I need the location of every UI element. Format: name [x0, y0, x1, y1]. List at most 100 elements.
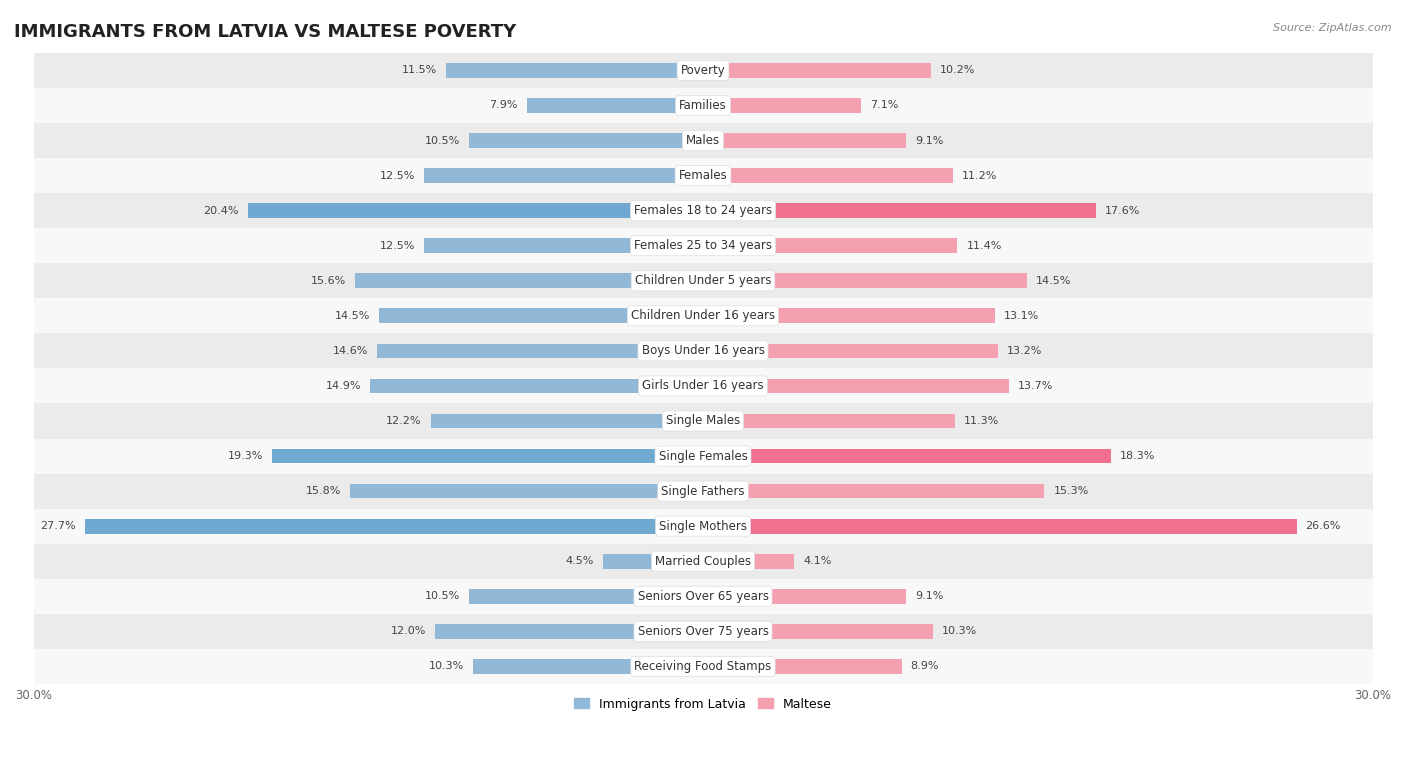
- Bar: [527, 98, 703, 113]
- Bar: [703, 63, 931, 78]
- Text: 15.3%: 15.3%: [1053, 486, 1088, 496]
- Bar: [377, 343, 703, 359]
- Bar: [703, 343, 998, 359]
- Bar: [34, 263, 1372, 299]
- Text: 13.7%: 13.7%: [1018, 381, 1053, 391]
- Text: 7.1%: 7.1%: [870, 101, 898, 111]
- Bar: [703, 449, 1111, 463]
- Bar: [34, 88, 1372, 123]
- Bar: [474, 659, 703, 674]
- Text: Females: Females: [679, 169, 727, 182]
- Text: 11.3%: 11.3%: [965, 416, 1000, 426]
- Text: 14.6%: 14.6%: [333, 346, 368, 356]
- Text: 9.1%: 9.1%: [915, 591, 943, 601]
- Bar: [34, 403, 1372, 439]
- Bar: [34, 614, 1372, 649]
- Text: 11.4%: 11.4%: [966, 241, 1001, 251]
- Bar: [603, 554, 703, 568]
- Bar: [703, 378, 1008, 393]
- Bar: [84, 518, 703, 534]
- Text: Married Couples: Married Couples: [655, 555, 751, 568]
- Text: 20.4%: 20.4%: [204, 205, 239, 216]
- Text: 14.5%: 14.5%: [1035, 276, 1071, 286]
- Text: 10.3%: 10.3%: [942, 626, 977, 636]
- Bar: [436, 624, 703, 639]
- Text: 12.5%: 12.5%: [380, 171, 415, 180]
- Bar: [703, 133, 905, 148]
- Text: 27.7%: 27.7%: [41, 522, 76, 531]
- Bar: [34, 439, 1372, 474]
- Text: Single Males: Single Males: [666, 415, 740, 428]
- Bar: [34, 543, 1372, 579]
- Text: Males: Males: [686, 134, 720, 147]
- Text: 8.9%: 8.9%: [911, 662, 939, 672]
- Bar: [34, 579, 1372, 614]
- Bar: [703, 659, 901, 674]
- Text: Females 18 to 24 years: Females 18 to 24 years: [634, 204, 772, 217]
- Bar: [703, 518, 1296, 534]
- Bar: [350, 484, 703, 499]
- Text: Females 25 to 34 years: Females 25 to 34 years: [634, 240, 772, 252]
- Bar: [273, 449, 703, 463]
- Bar: [34, 299, 1372, 334]
- Text: 10.3%: 10.3%: [429, 662, 464, 672]
- Bar: [425, 168, 703, 183]
- Text: 7.9%: 7.9%: [489, 101, 517, 111]
- Text: 4.5%: 4.5%: [565, 556, 593, 566]
- Text: 10.5%: 10.5%: [425, 591, 460, 601]
- Legend: Immigrants from Latvia, Maltese: Immigrants from Latvia, Maltese: [569, 693, 837, 716]
- Bar: [468, 133, 703, 148]
- Text: Single Females: Single Females: [658, 449, 748, 462]
- Text: Seniors Over 75 years: Seniors Over 75 years: [637, 625, 769, 637]
- Text: 17.6%: 17.6%: [1105, 205, 1140, 216]
- Text: 10.2%: 10.2%: [939, 65, 974, 76]
- Bar: [703, 168, 953, 183]
- Text: IMMIGRANTS FROM LATVIA VS MALTESE POVERTY: IMMIGRANTS FROM LATVIA VS MALTESE POVERT…: [14, 23, 516, 41]
- Text: Source: ZipAtlas.com: Source: ZipAtlas.com: [1274, 23, 1392, 33]
- Bar: [247, 203, 703, 218]
- Text: 18.3%: 18.3%: [1121, 451, 1156, 461]
- Text: 9.1%: 9.1%: [915, 136, 943, 146]
- Bar: [34, 368, 1372, 403]
- Text: 26.6%: 26.6%: [1306, 522, 1341, 531]
- Bar: [34, 123, 1372, 158]
- Bar: [34, 474, 1372, 509]
- Bar: [703, 554, 794, 568]
- Bar: [703, 624, 932, 639]
- Bar: [34, 53, 1372, 88]
- Text: 14.9%: 14.9%: [326, 381, 361, 391]
- Bar: [430, 414, 703, 428]
- Bar: [703, 203, 1095, 218]
- Bar: [425, 238, 703, 253]
- Bar: [703, 414, 955, 428]
- Text: 11.2%: 11.2%: [962, 171, 997, 180]
- Bar: [703, 274, 1026, 288]
- Text: Girls Under 16 years: Girls Under 16 years: [643, 380, 763, 393]
- Text: 4.1%: 4.1%: [803, 556, 832, 566]
- Bar: [380, 309, 703, 323]
- Text: 12.5%: 12.5%: [380, 241, 415, 251]
- Text: 14.5%: 14.5%: [335, 311, 371, 321]
- Text: 13.2%: 13.2%: [1007, 346, 1042, 356]
- Text: 12.0%: 12.0%: [391, 626, 426, 636]
- Text: Poverty: Poverty: [681, 64, 725, 77]
- Text: 11.5%: 11.5%: [402, 65, 437, 76]
- Bar: [703, 309, 995, 323]
- Text: 12.2%: 12.2%: [387, 416, 422, 426]
- Bar: [446, 63, 703, 78]
- Text: Children Under 16 years: Children Under 16 years: [631, 309, 775, 322]
- Bar: [34, 228, 1372, 263]
- Bar: [354, 274, 703, 288]
- Bar: [468, 589, 703, 603]
- Text: Single Fathers: Single Fathers: [661, 484, 745, 497]
- Text: Families: Families: [679, 99, 727, 112]
- Text: Single Mothers: Single Mothers: [659, 520, 747, 533]
- Bar: [703, 484, 1045, 499]
- Text: Boys Under 16 years: Boys Under 16 years: [641, 344, 765, 357]
- Text: Children Under 5 years: Children Under 5 years: [634, 274, 772, 287]
- Bar: [34, 509, 1372, 543]
- Text: 10.5%: 10.5%: [425, 136, 460, 146]
- Bar: [371, 378, 703, 393]
- Bar: [34, 193, 1372, 228]
- Text: 13.1%: 13.1%: [1004, 311, 1039, 321]
